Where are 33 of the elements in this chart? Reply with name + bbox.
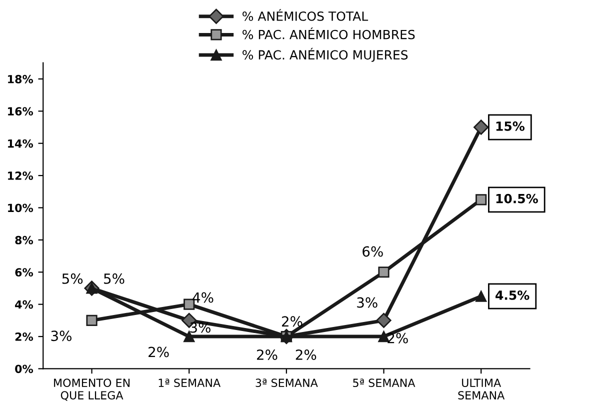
data-label: 5% (104, 273, 124, 284)
data-label: 3% (190, 322, 210, 333)
data-label: 3% (357, 297, 378, 308)
data-label: 3% (51, 330, 72, 342)
x-tick-label: ULTIMA SEMANA (458, 378, 505, 400)
y-tick-label: 2% (15, 332, 34, 341)
data-label: 2% (148, 346, 169, 358)
y-tick-label: 0% (15, 364, 34, 374)
data-label: 4.5% (496, 290, 530, 300)
y-tick-label: 6% (15, 268, 34, 277)
data-label: 2% (388, 332, 408, 344)
y-tick-label: 18% (8, 74, 34, 84)
x-tick-label: 1ª SEMANA (158, 378, 221, 388)
legend-label: % ANÉMICOS TOTAL (242, 9, 368, 21)
data-label: 15% (496, 121, 525, 131)
data-label: 4% (192, 292, 214, 303)
x-tick-label: 3ª SEMANA (256, 378, 318, 388)
legend-label: % PAC. ANÉMICO HOMBRES (242, 28, 415, 40)
y-tick-label: 14% (8, 139, 34, 148)
data-label: 2% (256, 349, 278, 360)
data-label: 10.5% (496, 194, 538, 204)
y-tick-label: 4% (15, 300, 34, 309)
y-tick-label: 12% (8, 172, 34, 180)
x-tick-label: MOMENTO EN QUE LLEGA (54, 378, 130, 401)
x-tick-label: 5ª SEMANA (353, 378, 416, 388)
data-label: 6% (362, 246, 383, 257)
data-label: 5% (62, 273, 83, 284)
y-tick-label: 10% (8, 204, 34, 212)
legend-label: % PAC. ANÉMICO MUJERES (242, 48, 408, 62)
y-tick-label: 16% (8, 107, 34, 116)
data-label: 2% (282, 316, 302, 327)
data-label: 2% (296, 349, 316, 360)
y-tick-label: 8% (15, 236, 34, 244)
